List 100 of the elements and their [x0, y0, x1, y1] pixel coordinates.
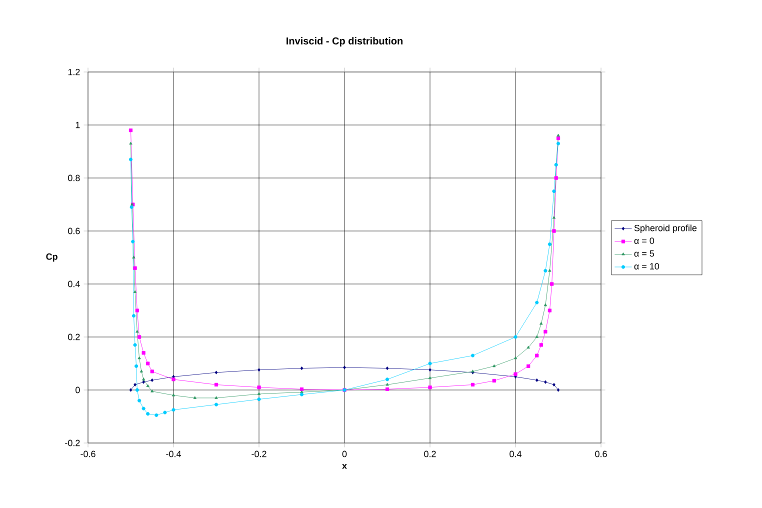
point: [492, 364, 496, 368]
point: [535, 378, 538, 382]
point: [172, 378, 176, 382]
point: [552, 216, 556, 219]
point: [214, 370, 218, 374]
point: [257, 397, 261, 402]
point: [146, 384, 150, 388]
point: [214, 396, 218, 399]
point: [130, 205, 134, 209]
point: [150, 370, 154, 374]
point: [539, 343, 543, 347]
point: [554, 176, 558, 180]
point: [300, 390, 304, 394]
point: [548, 242, 552, 246]
point: [428, 368, 432, 372]
point: [257, 386, 261, 390]
point: [535, 335, 538, 338]
point: [552, 189, 556, 194]
point: [535, 300, 539, 304]
x-tick-label: -0.4: [166, 450, 181, 458]
point: [172, 408, 176, 412]
point: [129, 388, 132, 392]
point: [470, 354, 475, 358]
point: [154, 413, 158, 417]
point: [386, 382, 389, 386]
y-tick-label: 1: [76, 122, 80, 128]
point: [133, 343, 137, 347]
point: [134, 382, 136, 386]
point: [544, 380, 547, 384]
point: [556, 134, 560, 137]
point: [386, 366, 389, 370]
point: [552, 229, 556, 233]
point: [150, 390, 154, 392]
x-tick-label: 0.2: [424, 450, 436, 458]
point: [136, 330, 139, 333]
y-tick-label: 0: [76, 386, 80, 394]
point: [385, 378, 390, 382]
x-tick-label: -0.2: [252, 450, 266, 458]
legend-label: α = 0: [634, 238, 654, 244]
point: [193, 396, 196, 399]
point: [129, 142, 132, 145]
y-tick-label: 0.8: [68, 174, 80, 182]
point: [514, 335, 518, 339]
point: [526, 346, 530, 349]
point: [214, 402, 218, 406]
point: [552, 382, 556, 386]
point: [550, 282, 554, 286]
point: [146, 362, 150, 366]
point: [132, 314, 136, 318]
point: [142, 378, 146, 380]
point: [140, 370, 144, 372]
point: [142, 406, 146, 410]
point: [133, 266, 137, 270]
point: [142, 351, 146, 355]
point: [135, 308, 139, 312]
point: [134, 364, 138, 368]
point: [138, 398, 142, 402]
point: [146, 412, 150, 416]
point: [428, 376, 432, 380]
point: [548, 268, 552, 272]
point: [138, 356, 141, 360]
point: [544, 268, 548, 273]
y-tick-label: -0.2: [65, 440, 80, 446]
x-tick-label: 0.6: [595, 450, 607, 458]
point: [214, 382, 218, 386]
point: [300, 366, 304, 370]
y-tick-label: 1.2: [68, 68, 80, 76]
point: [526, 364, 530, 368]
point: [343, 366, 346, 370]
point: [470, 382, 475, 386]
chart-title: Inviscid - Cp distribution: [286, 37, 403, 46]
point: [385, 387, 390, 391]
y-tick-label: 0.6: [68, 228, 80, 234]
point: [428, 386, 432, 390]
x-tick-label: 0: [342, 450, 347, 458]
y-tick-label: 0.4: [68, 280, 80, 288]
point: [492, 378, 496, 383]
legend-label: Spheroid profile: [634, 224, 697, 233]
point: [150, 378, 154, 382]
point: [133, 290, 137, 293]
point: [514, 372, 518, 376]
point: [257, 392, 261, 395]
point: [544, 330, 548, 334]
point: [142, 380, 145, 384]
point: [556, 388, 560, 392]
point: [548, 308, 552, 312]
point: [163, 410, 167, 414]
point: [128, 158, 133, 162]
point: [540, 322, 543, 325]
y-tick-label: 0.2: [68, 334, 80, 340]
point: [132, 256, 136, 258]
point: [128, 128, 133, 132]
point: [258, 368, 260, 372]
point: [556, 142, 560, 146]
y-axis-title: Cp: [46, 253, 58, 262]
point: [172, 394, 176, 396]
point: [556, 136, 560, 140]
point: [138, 335, 142, 339]
point: [428, 362, 432, 366]
x-tick-label: -0.6: [80, 450, 96, 458]
